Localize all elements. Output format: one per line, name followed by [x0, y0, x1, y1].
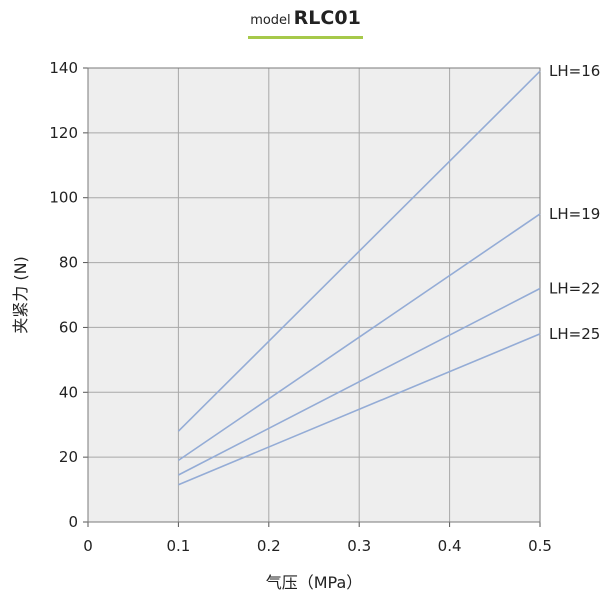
series-label: LH=25 — [549, 325, 600, 343]
x-tick-label: 0 — [83, 537, 93, 555]
series-labels: LH=16 LH=19 LH=22 LH=25 — [549, 62, 600, 343]
plot-area — [88, 68, 540, 522]
y-tick-label: 0 — [68, 513, 78, 531]
x-tick-label: 0.2 — [257, 537, 281, 555]
y-tick-label: 120 — [49, 124, 78, 142]
x-tick-label: 0.1 — [166, 537, 190, 555]
series-label: LH=19 — [549, 205, 600, 223]
series-label: LH=22 — [549, 280, 600, 298]
series-label: LH=16 — [549, 62, 600, 80]
series-line — [178, 333, 541, 486]
chart-title: model RLC01 — [0, 6, 611, 39]
series-line — [178, 287, 541, 476]
axes — [83, 67, 541, 527]
y-tick-label: 60 — [59, 318, 78, 336]
y-axis-title: 夹紧力 (N) — [11, 256, 30, 334]
x-tick-label: 0.4 — [438, 537, 462, 555]
chart-title-underline: model RLC01 — [248, 6, 363, 39]
chart-title-prefix: model — [250, 13, 291, 28]
y-tick-label: 140 — [49, 59, 78, 77]
y-tick-label: 20 — [59, 448, 78, 466]
y-tick-label: 40 — [59, 383, 78, 401]
plot-border — [87, 67, 541, 523]
series-line — [177, 70, 541, 432]
x-axis-title: 气压（MPa） — [266, 573, 363, 592]
y-tick-label: 100 — [49, 189, 78, 207]
x-tick-label: 0.5 — [528, 537, 552, 555]
chart-title-name: RLC01 — [293, 7, 361, 29]
series-line — [177, 213, 541, 462]
x-tick-label: 0.3 — [347, 537, 371, 555]
tick-labels: 0 0.1 0.2 0.3 0.4 0.5 0 20 40 60 80 100 120 140 — [49, 59, 552, 555]
series-lines — [177, 70, 541, 486]
y-tick-label: 80 — [59, 254, 78, 272]
